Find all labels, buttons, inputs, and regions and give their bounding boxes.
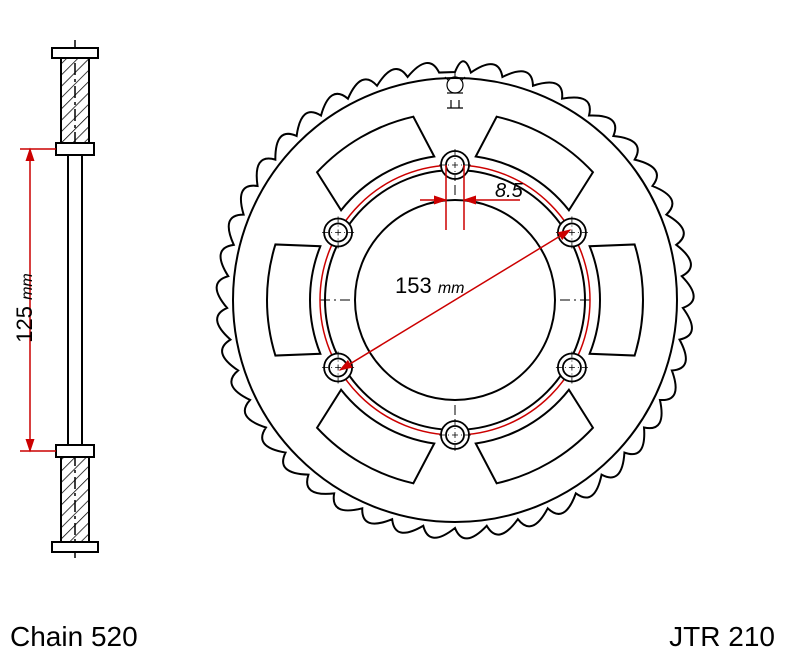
part-number-label: JTR 210	[669, 621, 775, 653]
dim-bolthole-label: 8.5	[495, 180, 523, 203]
technical-drawing	[0, 0, 800, 668]
chain-spec-label: Chain 520	[10, 621, 138, 653]
dim-height-label: 125 mm	[12, 273, 38, 343]
dim-bcd-label: 153 mm	[395, 273, 465, 299]
